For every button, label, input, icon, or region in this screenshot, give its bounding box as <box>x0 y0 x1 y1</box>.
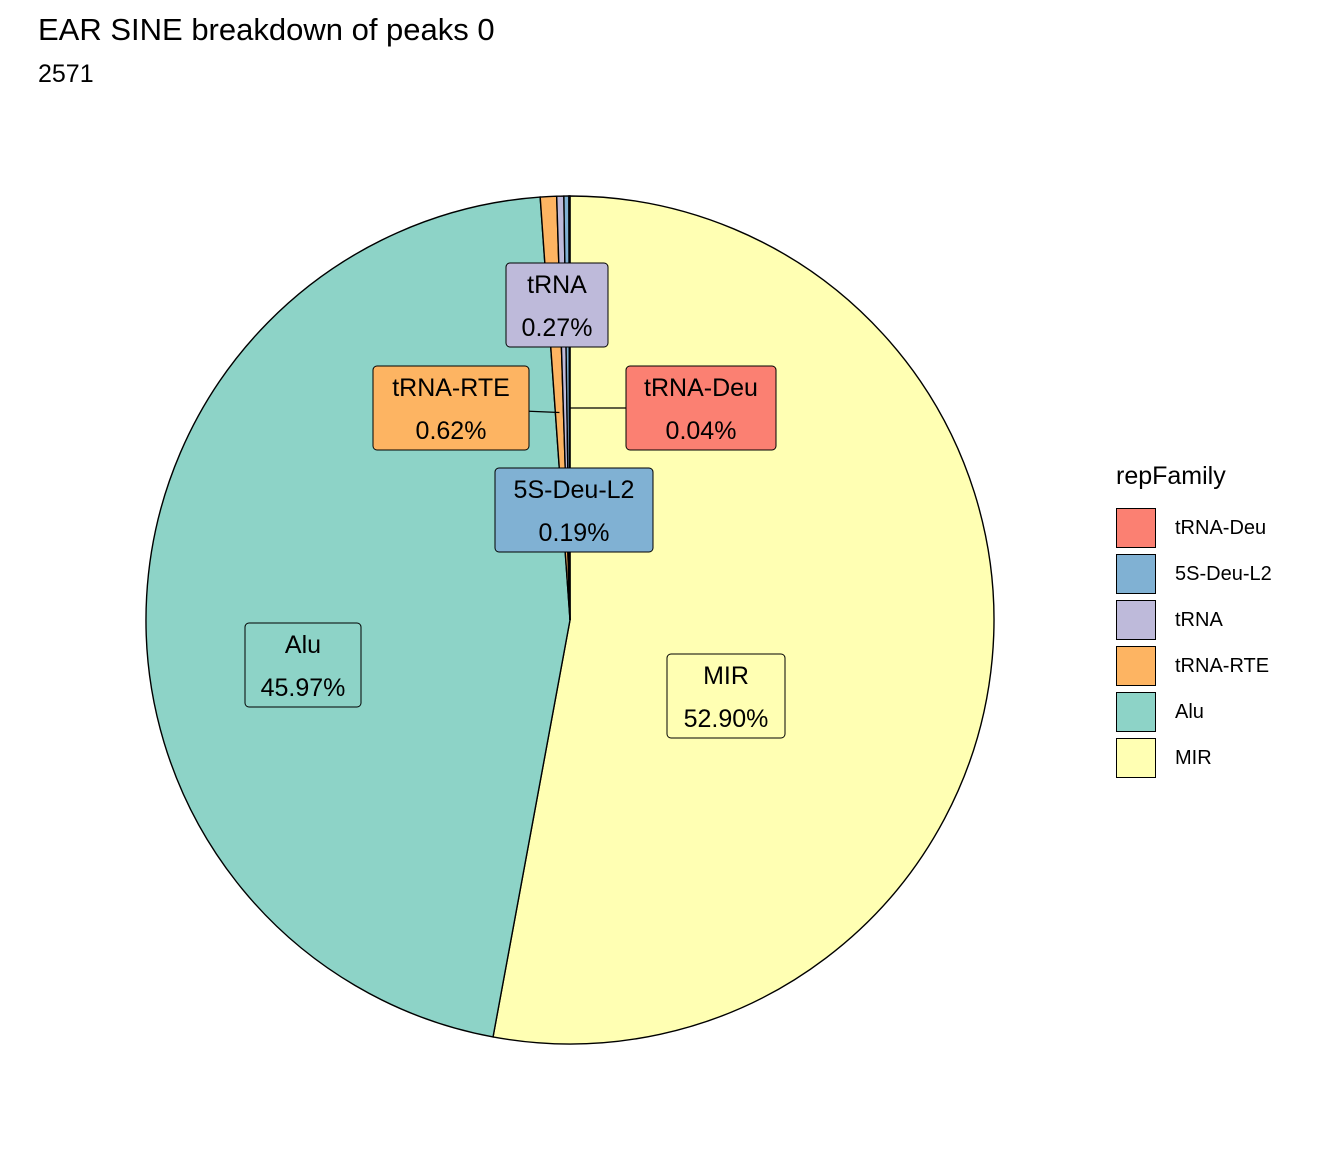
label-name-mir: MIR <box>703 662 749 690</box>
slice-label-trna-deu: tRNA-Deu 0.04% <box>625 365 777 451</box>
legend-swatch-5s-deu-l2 <box>1116 554 1156 594</box>
legend-item-alu: Alu <box>1116 689 1272 735</box>
legend-label-mir: MIR <box>1175 746 1212 769</box>
label-box-alu <box>244 622 362 708</box>
label-name-5s-deu-l2: 5S-Deu-L2 <box>514 476 635 504</box>
label-value-trna-rte: 0.62% <box>416 417 487 445</box>
label-value-trna-deu: 0.04% <box>666 417 737 445</box>
label-box-mir <box>666 653 786 739</box>
label-name-alu: Alu <box>285 631 321 659</box>
label-box-trna <box>505 262 609 348</box>
legend-swatch-alu <box>1116 692 1156 732</box>
label-value-5s-deu-l2: 0.19% <box>539 519 610 547</box>
legend-swatch-trna <box>1116 600 1156 640</box>
legend-swatch-trna-rte <box>1116 646 1156 686</box>
slice-label-mir: MIR 52.90% <box>666 653 786 739</box>
label-box-trna-deu <box>625 365 777 451</box>
legend-item-trna-rte: tRNA-RTE <box>1116 643 1272 689</box>
legend-swatch-mir <box>1116 738 1156 778</box>
legend-label-trna-deu: tRNA-Deu <box>1175 516 1267 539</box>
label-value-alu: 45.97% <box>261 674 346 702</box>
slice-label-5s-deu-l2: 5S-Deu-L2 0.19% <box>494 467 654 553</box>
label-box-5s-deu-l2 <box>494 467 654 553</box>
slice-label-alu: Alu 45.97% <box>244 622 362 708</box>
legend-item-5s-deu-l2: 5S-Deu-L2 <box>1116 551 1272 597</box>
chart-title: EAR SINE breakdown of peaks 0 <box>38 12 495 47</box>
legend-item-mir: MIR <box>1116 735 1272 781</box>
chart-subtitle: 2571 <box>38 60 94 88</box>
legend-item-trna-deu: tRNA-Deu <box>1116 505 1272 551</box>
legend-items: tRNA-Deu 5S-Deu-L2 tRNA tRNA-RTE Alu MIR <box>1116 505 1272 781</box>
legend-item-trna: tRNA <box>1116 597 1272 643</box>
legend-title: repFamily <box>1116 462 1226 490</box>
label-name-trna: tRNA <box>527 271 587 299</box>
legend-swatch-trna-deu <box>1116 508 1156 548</box>
label-name-trna-deu: tRNA-Deu <box>644 374 758 402</box>
slice-labels: MIR 52.90% Alu 45.97% tRNA-RTE 0.62% tRNA 0.27%… <box>244 262 786 739</box>
label-value-mir: 52.90% <box>684 705 769 733</box>
slice-label-trna: tRNA 0.27% <box>505 262 609 348</box>
legend-label-trna: tRNA <box>1175 608 1223 631</box>
label-name-trna-rte: tRNA-RTE <box>392 374 510 402</box>
label-box-trna-rte <box>372 365 530 451</box>
legend-label-trna-rte: tRNA-RTE <box>1175 654 1270 677</box>
legend-label-alu: Alu <box>1175 700 1204 723</box>
slice-label-trna-rte: tRNA-RTE 0.62% <box>372 365 530 451</box>
legend: repFamily tRNA-Deu 5S-Deu-L2 tRNA tRNA-RTE A… <box>1116 462 1272 781</box>
legend-label-5s-deu-l2: 5S-Deu-L2 <box>1175 562 1272 585</box>
label-value-trna: 0.27% <box>522 314 593 342</box>
